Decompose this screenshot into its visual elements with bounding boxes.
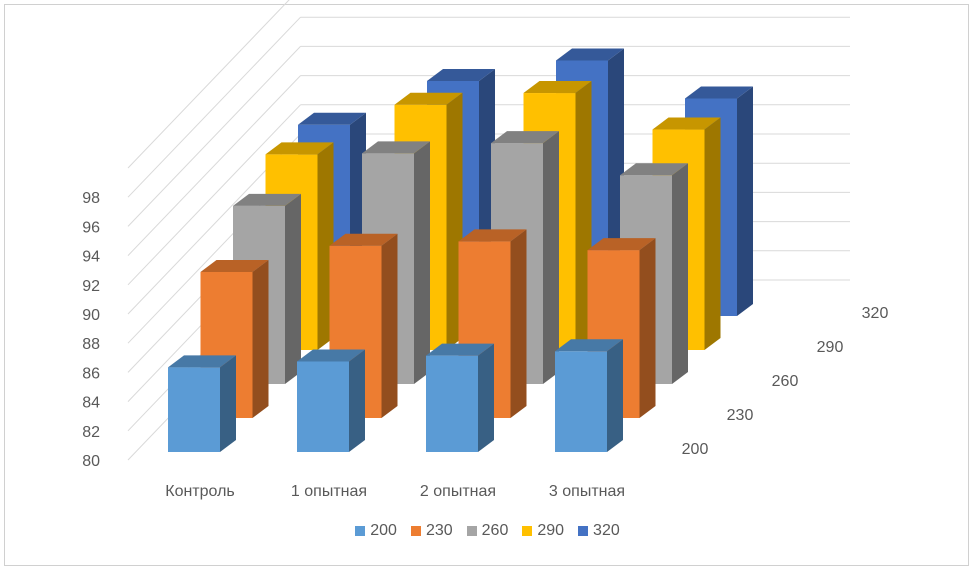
y-tick-label: 90	[82, 307, 100, 324]
x-tick-label: Контроль	[165, 483, 235, 500]
depth-tick-label: 200	[682, 441, 709, 458]
y-tick-label: 94	[82, 249, 100, 266]
bar-side-face	[672, 163, 688, 384]
legend-swatch	[355, 526, 366, 536]
legend-label: 260	[481, 522, 509, 539]
gridline	[127, 16, 301, 198]
bar-side-face	[704, 117, 721, 350]
depth-tick-label: 230	[727, 407, 754, 424]
bar-side-face	[285, 193, 301, 384]
bar-top-face	[652, 117, 721, 130]
bar-top-face	[556, 48, 624, 61]
bar-top-face	[685, 86, 753, 99]
bar-side-face	[737, 86, 753, 317]
legend-label: 290	[537, 522, 565, 539]
depth-tick-label: 260	[772, 373, 799, 390]
bar-top-face	[458, 229, 527, 242]
bar-top-face	[523, 81, 592, 94]
bar-top-face	[555, 339, 623, 352]
gridline	[127, 46, 301, 227]
bar-top-face	[426, 343, 494, 356]
bar-side-face	[349, 349, 365, 452]
legend-label: 200	[370, 522, 397, 539]
y-tick-label: 96	[82, 219, 100, 236]
bar-200-1	[168, 355, 236, 452]
legend-item-200: 200	[355, 522, 397, 540]
y-tick-label: 92	[82, 278, 100, 295]
legend-item-230: 230	[410, 522, 453, 540]
bar-side-face	[220, 355, 236, 452]
legend-label: 230	[425, 522, 453, 539]
bar-200-4	[555, 339, 623, 452]
x-tick-label: 1 опытная	[291, 483, 367, 500]
bar-side-face	[510, 229, 527, 418]
gridline	[127, 75, 301, 256]
y-tick-label: 86	[82, 365, 100, 382]
bar-top-face	[620, 163, 688, 176]
bar-side-face	[381, 233, 398, 418]
bar-top-face	[394, 92, 463, 105]
bar-side-face	[639, 238, 656, 418]
bar-top-face	[587, 238, 656, 251]
gridline	[127, 104, 301, 286]
bar-side-face	[478, 343, 494, 452]
legend-swatch	[578, 526, 589, 536]
bar-200-3	[426, 343, 494, 452]
legend-swatch	[522, 526, 533, 536]
bar-front-face	[426, 355, 478, 452]
bar-side-face	[414, 141, 430, 384]
x-tick-label: 3 опытная	[549, 483, 625, 500]
x-axis: Контроль 1 опытная 2 опытная 3 опытная	[165, 483, 625, 500]
legend-swatch	[466, 526, 477, 536]
bar-front-face	[297, 361, 349, 452]
bar-side-face	[543, 131, 559, 384]
bar-front-face	[555, 351, 607, 452]
bar-top-face	[168, 355, 236, 368]
depth-tick-label: 290	[817, 339, 844, 356]
depth-axis: 200 230 260 290 320	[682, 305, 889, 458]
bar-top-face	[362, 141, 430, 154]
legend-item-320: 320	[578, 522, 620, 540]
bar-side-face	[607, 339, 623, 452]
y-tick-label: 82	[82, 424, 100, 441]
y-tick-label: 84	[82, 395, 100, 412]
legend-swatch	[410, 526, 421, 536]
legend-label: 320	[593, 522, 620, 539]
gridline	[127, 0, 290, 169]
bar-200-2	[297, 349, 365, 452]
bar-top-face	[329, 233, 398, 246]
bars	[168, 48, 753, 452]
bar-top-face	[491, 131, 559, 144]
bar-top-face	[265, 142, 334, 155]
y-tick-label: 80	[82, 453, 100, 470]
legend-item-260: 260	[466, 522, 509, 540]
chart-legend: 200 230 260 290 320	[0, 522, 975, 540]
bar-top-face	[233, 193, 301, 206]
y-axis: 80 82 84 86 88 90 92 94 96 98	[82, 190, 100, 470]
bar-side-face	[252, 260, 269, 418]
bar-top-face	[297, 349, 365, 362]
y-tick-label: 98	[82, 190, 100, 207]
bar-top-face	[298, 112, 366, 125]
bar-top-face	[427, 68, 495, 81]
x-tick-label: 2 опытная	[420, 483, 496, 500]
depth-tick-label: 320	[862, 305, 889, 322]
bar-front-face	[168, 367, 220, 452]
legend-item-290: 290	[522, 522, 564, 540]
bar-top-face	[200, 260, 269, 272]
y-tick-label: 88	[82, 336, 100, 353]
